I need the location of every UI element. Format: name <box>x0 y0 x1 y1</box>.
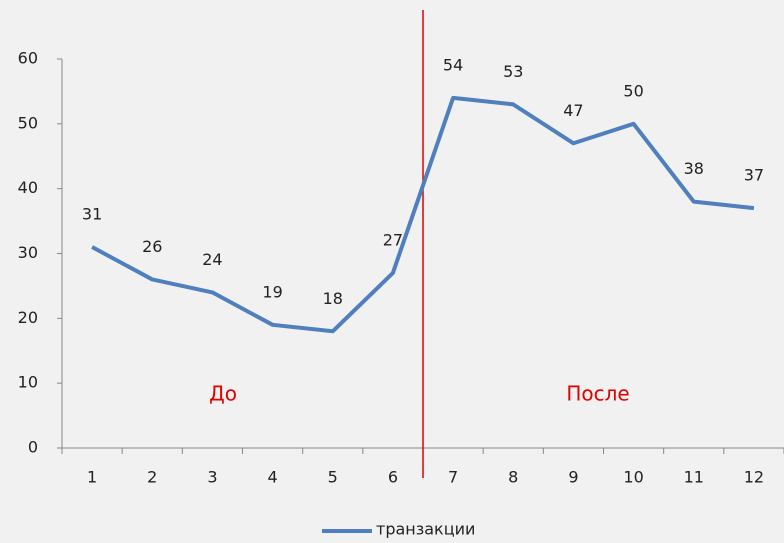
data-label: 31 <box>82 205 102 224</box>
data-label: 24 <box>202 250 222 269</box>
data-label: 47 <box>563 101 583 120</box>
x-tick-label: 5 <box>328 468 338 487</box>
y-tick-label: 20 <box>18 308 38 327</box>
y-tick-label: 0 <box>28 438 38 457</box>
x-tick-label: 2 <box>147 468 157 487</box>
data-line <box>91 95 755 334</box>
y-tick-label: 10 <box>18 373 38 392</box>
x-tick-label: 12 <box>744 468 764 487</box>
data-label: 18 <box>323 289 343 308</box>
data-label: 53 <box>503 62 523 81</box>
x-tick-label: 11 <box>684 468 704 487</box>
y-tick-label: 60 <box>18 49 38 68</box>
data-label: 38 <box>684 159 704 178</box>
x-tick-label: 10 <box>623 468 643 487</box>
legend-label: транзакции <box>376 520 475 539</box>
y-tick-label: 50 <box>18 113 38 132</box>
annotation: После <box>566 382 629 406</box>
x-tick-label: 6 <box>388 468 398 487</box>
x-tick-label: 8 <box>508 468 518 487</box>
data-label: 50 <box>623 81 643 100</box>
data-label: 27 <box>383 230 403 249</box>
x-tick-label: 3 <box>207 468 217 487</box>
annotation: До <box>209 382 237 406</box>
x-tick-label: 9 <box>568 468 578 487</box>
x-tick-label: 1 <box>87 468 97 487</box>
y-tick-label: 40 <box>18 178 38 197</box>
y-tick-label: 30 <box>18 243 38 262</box>
x-tick-label: 7 <box>448 468 458 487</box>
x-tick-label: 4 <box>267 468 277 487</box>
data-label: 54 <box>443 55 463 74</box>
data-label: 26 <box>142 237 162 256</box>
data-label: 37 <box>744 166 764 185</box>
data-label: 19 <box>262 282 282 301</box>
